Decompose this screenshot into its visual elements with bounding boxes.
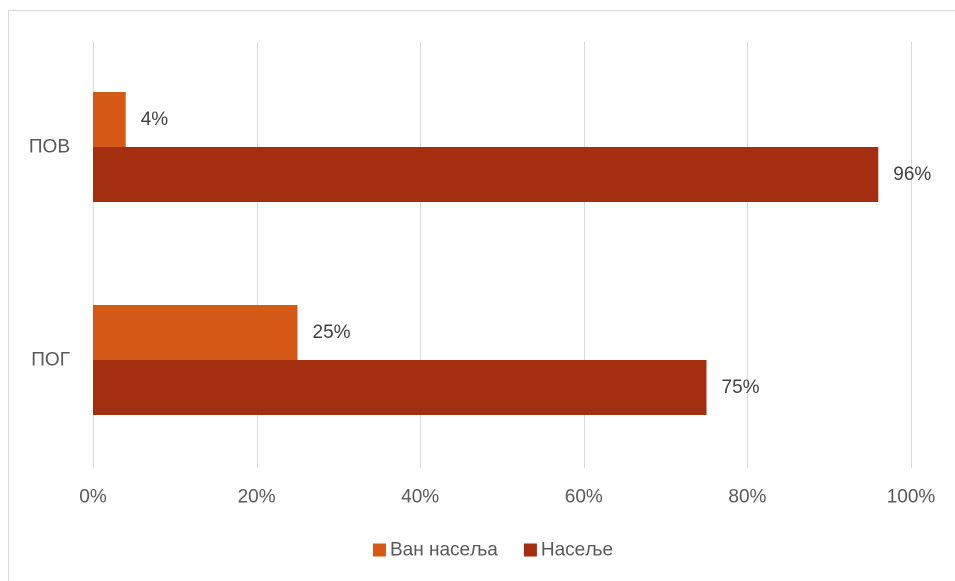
data-label: 25%	[313, 322, 351, 343]
legend-label: Ван насеља	[390, 540, 498, 561]
category-axis-labels: ПОВ ПОГ	[29, 137, 70, 371]
data-label: 96%	[893, 164, 931, 185]
data-label: 4%	[141, 109, 169, 130]
legend-item: Ван насеља	[372, 540, 498, 561]
bars	[93, 92, 879, 415]
legend-label: Насеље	[541, 540, 613, 561]
legend-item: Насеље	[523, 540, 613, 561]
x-tick-label: 60%	[565, 487, 603, 508]
x-tick-label: 80%	[728, 487, 766, 508]
chart-frame	[8, 10, 955, 581]
data-labels: 4% 96% 25% 75%	[141, 109, 932, 398]
x-tick-label: 40%	[401, 487, 439, 508]
category-label: ПОВ	[29, 137, 70, 158]
bar	[93, 360, 707, 415]
category-label: ПОГ	[31, 350, 70, 371]
x-tick-label: 0%	[79, 487, 107, 508]
legend: Ван насеља Насеље	[372, 540, 613, 561]
bar	[93, 147, 879, 202]
data-label: 75%	[722, 377, 760, 398]
legend-swatch	[372, 543, 386, 557]
bar	[93, 305, 298, 360]
x-tick-label: 20%	[238, 487, 276, 508]
x-tick-label: 100%	[887, 487, 936, 508]
legend-swatch	[523, 543, 537, 557]
bar	[93, 92, 126, 147]
value-axis-tick-labels: 0% 20% 40% 60% 80% 100%	[79, 487, 935, 508]
